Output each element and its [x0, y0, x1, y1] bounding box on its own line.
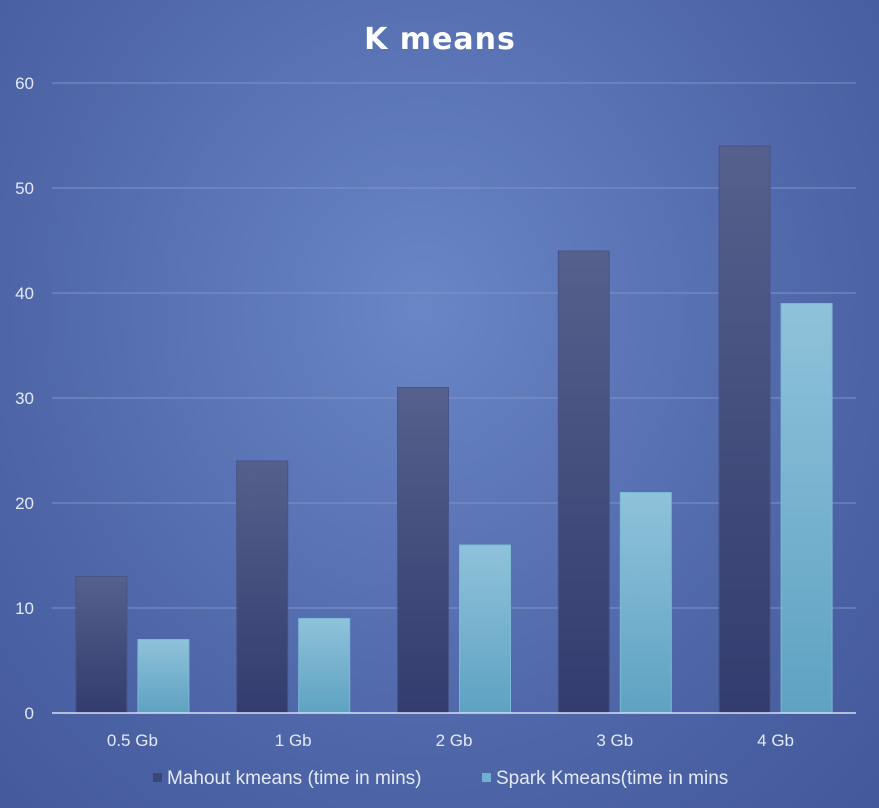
legend-swatch [482, 773, 491, 782]
x-tick-label: 2 Gb [436, 731, 473, 750]
y-tick-label: 20 [15, 494, 34, 513]
y-tick-label: 40 [15, 284, 34, 303]
bar-spark-1 [298, 618, 351, 714]
legend-swatch [153, 773, 162, 782]
bar-mahout-1 [236, 460, 289, 714]
y-tick-label: 60 [15, 74, 34, 93]
x-tick-label: 4 Gb [757, 731, 794, 750]
bar-mahout-4 [718, 145, 771, 714]
y-tick-label: 30 [15, 389, 34, 408]
y-tick-label: 10 [15, 599, 34, 618]
legend-item-spark: Spark Kmeans(time in mins [482, 768, 728, 789]
x-tick-label: 0.5 Gb [107, 731, 158, 750]
bars [75, 145, 833, 714]
legend-item-mahout: Mahout kmeans (time in mins) [153, 768, 421, 789]
bar-spark-2 [459, 544, 511, 714]
y-tick-label: 0 [25, 704, 34, 723]
y-tick-label: 50 [15, 179, 34, 198]
bar-mahout-2 [397, 387, 449, 714]
x-tick-label: 3 Gb [596, 731, 633, 750]
bar-mahout-0 [75, 576, 128, 714]
y-axis-ticks: 0 10 20 30 40 50 60 [15, 74, 34, 723]
x-axis-ticks: 0.5 Gb 1 Gb 2 Gb 3 Gb 4 Gb [107, 731, 794, 750]
legend-label: Spark Kmeans(time in mins [496, 768, 728, 789]
chart-title: K means [364, 22, 516, 57]
bar-spark-4 [780, 303, 833, 714]
legend-label: Mahout kmeans (time in mins) [167, 768, 421, 789]
bar-spark-0 [137, 639, 190, 714]
legend: Mahout kmeans (time in mins) Spark Kmeans… [153, 768, 728, 789]
x-tick-label: 1 Gb [275, 731, 312, 750]
bar-mahout-3 [557, 250, 610, 714]
bar-spark-3 [619, 492, 672, 714]
